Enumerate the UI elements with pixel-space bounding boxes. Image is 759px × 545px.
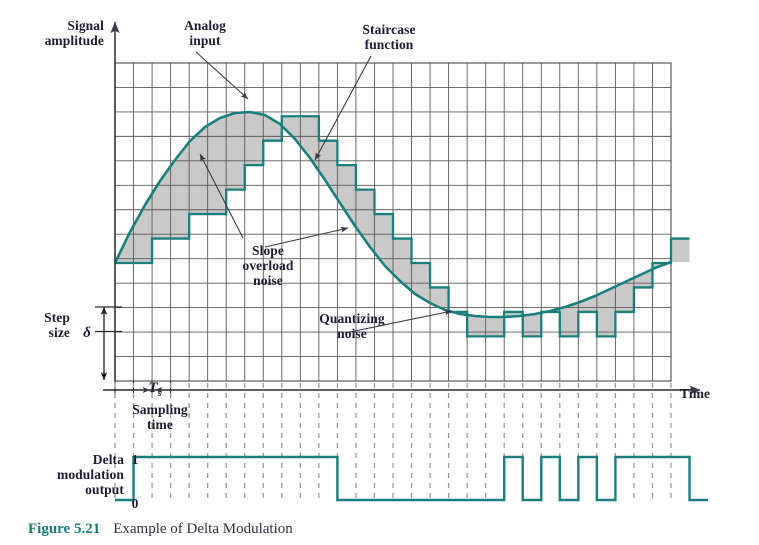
figure-caption-text: Example of Delta Modulation <box>113 521 293 537</box>
slope-overload-noise-label: Slope overload noise <box>242 243 294 288</box>
y-axis-label: Signal amplitude <box>44 18 104 48</box>
ts-main: T <box>148 380 158 396</box>
time-axis-label: Time <box>680 386 711 401</box>
sampling-period-symbol: Ts <box>140 381 170 401</box>
leader-slope-overload-b <box>264 226 349 248</box>
annotation-leaders <box>195 51 453 334</box>
leader-slope-overload-a <box>199 153 244 239</box>
staircase-function-curve <box>115 115 690 338</box>
delta-output-title: Delta modulation output <box>56 452 124 497</box>
leader-quantizing-noise <box>344 309 453 334</box>
figure-caption: Figure 5.21 Example of Delta Modulation <box>28 521 293 538</box>
ts-subscript: s <box>157 388 162 399</box>
leader-analog-input <box>195 51 249 100</box>
staircase-function-label: Staircase function <box>362 22 416 52</box>
delta-output-panel <box>114 383 709 502</box>
analog-input-curve <box>113 110 672 319</box>
output-high-label: 1 <box>131 452 139 467</box>
step-size-symbol: δ <box>83 325 91 341</box>
figure-number: Figure 5.21 <box>28 521 101 537</box>
step-size-label: Step size <box>44 310 70 340</box>
step-size-indicator <box>95 306 122 381</box>
quantizing-noise-label: Quantizing noise <box>319 311 385 341</box>
output-low-label: 0 <box>131 496 139 511</box>
leader-staircase <box>314 55 372 161</box>
sampling-time-label: Sampling time <box>132 402 188 432</box>
delta-modulation-output-waveform <box>115 455 709 502</box>
analog-input-label: Analog input <box>184 18 226 48</box>
